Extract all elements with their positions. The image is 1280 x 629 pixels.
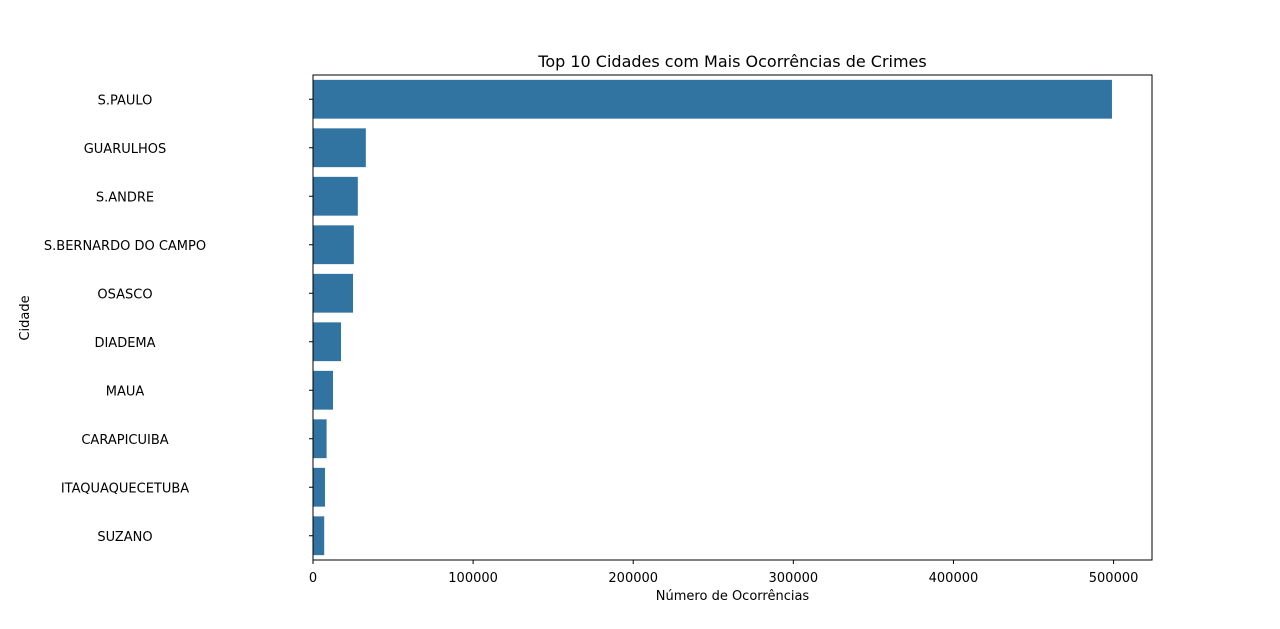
y-tick-label: MAUA [106, 384, 145, 399]
y-tick-label: S.ANDRE [96, 190, 154, 205]
bar [313, 128, 366, 168]
bar [313, 516, 325, 556]
y-tick-label: S.BERNARDO DO CAMPO [44, 239, 206, 254]
y-axis-ticks: S.PAULO GUARULHOS S.ANDRE S.BERNARDO DO CAM… [44, 93, 313, 545]
chart-title: Top 10 Cidades com Mais Ocorrências de C… [537, 52, 926, 71]
bar [313, 273, 354, 313]
bar [313, 79, 1112, 119]
y-axis-label: Cidade [18, 295, 33, 340]
x-tick-label: 200000 [608, 571, 658, 586]
bar [313, 176, 358, 216]
x-tick-label: 400000 [929, 571, 979, 586]
bars-group [313, 79, 1112, 556]
y-tick-label: S.PAULO [98, 93, 153, 108]
bar [313, 322, 342, 362]
y-tick-label: GUARULHOS [84, 142, 167, 157]
y-tick-label: CARAPICUIBA [81, 433, 168, 448]
y-tick-label: OSASCO [97, 287, 152, 302]
y-tick-label: DIADEMA [94, 336, 155, 351]
y-tick-label: ITAQUAQUECETUBA [61, 481, 189, 496]
x-axis-label: Número de Ocorrências [656, 589, 810, 604]
x-tick-label: 100000 [448, 571, 498, 586]
bar [313, 225, 354, 265]
x-tick-label: 0 [309, 571, 317, 586]
x-tick-label: 300000 [769, 571, 819, 586]
plot-frame [312, 74, 1153, 561]
x-axis-ticks: 0 100000 200000 300000 400000 500000 [309, 560, 1139, 586]
bar [313, 467, 326, 507]
bar [313, 419, 327, 459]
bar [313, 370, 334, 410]
x-tick-label: 500000 [1089, 571, 1139, 586]
y-tick-label: SUZANO [97, 530, 152, 545]
